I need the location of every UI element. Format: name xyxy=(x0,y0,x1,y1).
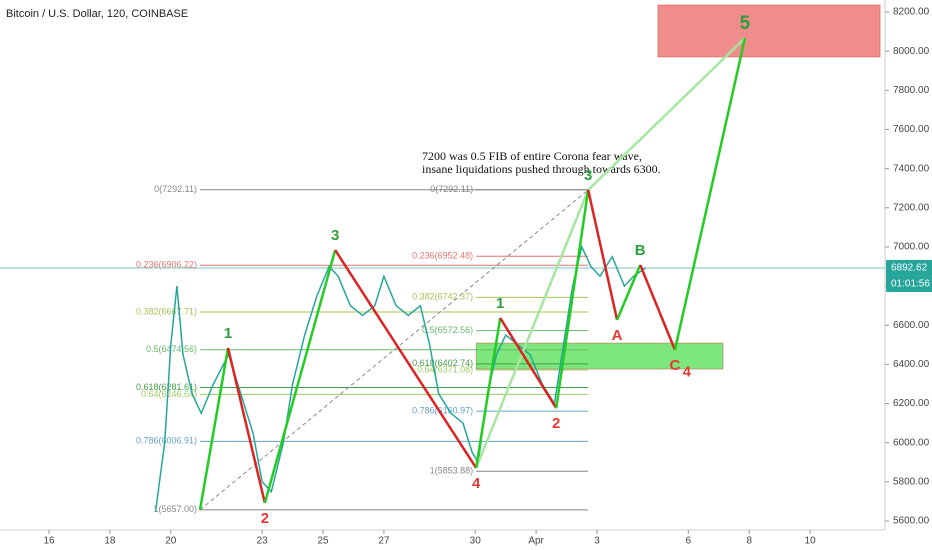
wave-line xyxy=(474,317,502,469)
zone xyxy=(657,4,881,58)
wave-label: 1 xyxy=(224,325,232,342)
wave-label: C xyxy=(670,357,681,374)
fib-label: 0.236(6906.22) xyxy=(136,260,197,270)
countdown-label: 01:01:56 xyxy=(891,279,930,290)
x-tick-label: 16 xyxy=(43,536,55,547)
price-tag xyxy=(886,259,932,276)
wave-label: B xyxy=(635,242,646,259)
y-tick-label: 7800.00 xyxy=(893,85,930,96)
x-tick-label: 18 xyxy=(104,536,116,547)
wave-label: 2 xyxy=(552,415,560,432)
y-tick-label: 5600.00 xyxy=(893,516,930,527)
y-tick-label: 7400.00 xyxy=(893,163,930,174)
fib-label: 0(7292.11) xyxy=(154,184,197,194)
fib-label: 0.382(6742.37) xyxy=(412,292,473,302)
x-tick-label: 6 xyxy=(686,536,692,547)
x-tick-label: 8 xyxy=(746,536,752,547)
wave-line xyxy=(263,249,337,504)
x-tick-label: 3 xyxy=(594,536,600,547)
y-tick-label: 6400.00 xyxy=(893,359,930,370)
y-tick-label: 8000.00 xyxy=(893,46,930,57)
wave-line xyxy=(587,37,746,191)
wave-line xyxy=(673,37,747,351)
x-tick-label: 25 xyxy=(317,536,329,547)
chart-title: Bitcoin / U.S. Dollar, 120, COINBASE xyxy=(6,8,188,20)
wave-line xyxy=(554,189,590,409)
annotation: insane liquidations pushed through towar… xyxy=(422,162,661,176)
wave-line xyxy=(474,189,590,469)
price-tag-label: 6892.62 xyxy=(891,263,928,274)
annotation: 7200 was 0.5 FIB of entire Corona fear w… xyxy=(422,149,642,163)
wave-line xyxy=(334,249,478,469)
fib-label: 0.64(6246.64) xyxy=(141,389,197,399)
fib-label: 0.786(6160.97) xyxy=(412,406,473,416)
fib-label: 0.5(6572.56) xyxy=(422,325,473,335)
y-tick-label: 5800.00 xyxy=(893,476,930,487)
wave-label: 3 xyxy=(331,227,339,244)
x-tick-label: 23 xyxy=(257,536,269,547)
fib-label: 0.5(6474.56) xyxy=(146,344,197,354)
wave-line xyxy=(226,347,267,504)
fib-label: 0.236(6952.48) xyxy=(412,251,473,261)
x-tick-label: 30 xyxy=(470,536,482,547)
wave-label: 3 xyxy=(584,167,592,184)
y-tick-label: 7200.00 xyxy=(893,202,930,213)
wave-label: 5 xyxy=(740,13,751,34)
wave-line xyxy=(198,347,230,511)
y-tick-label: 8200.00 xyxy=(893,7,930,18)
y-tick-label: 6600.00 xyxy=(893,320,930,331)
wave-line xyxy=(499,317,558,409)
y-tick-label: 7600.00 xyxy=(893,124,930,135)
y-tick-label: 7000.00 xyxy=(893,242,930,253)
wave-label: 1 xyxy=(496,295,504,312)
wave-line xyxy=(615,264,642,321)
wave-line xyxy=(586,189,619,321)
fib-label: 0.618(6281.61) xyxy=(136,382,197,392)
fib-label: 0(7292.11) xyxy=(430,184,473,194)
fib-label: 0.64(6371.08) xyxy=(417,364,473,374)
wave-label: A xyxy=(612,327,623,344)
wave-label: 2 xyxy=(261,510,269,527)
countdown-tag xyxy=(886,275,932,292)
x-tick-label: 20 xyxy=(165,536,177,547)
x-tick-label: 10 xyxy=(805,536,817,547)
wave-label: 4 xyxy=(472,475,481,492)
fib-label: 0.786(6006.91) xyxy=(136,436,197,446)
fib-label: 1(5853.88) xyxy=(430,466,474,476)
y-tick-label: 6200.00 xyxy=(893,398,930,409)
fib-label: 0.382(6667.71) xyxy=(136,306,197,316)
x-tick-label: Apr xyxy=(528,536,544,547)
wave-label: 4 xyxy=(683,364,692,381)
fib-label: 0.618(6402.74) xyxy=(412,358,473,368)
wave-line xyxy=(639,264,677,351)
x-tick-label: 27 xyxy=(378,536,390,547)
y-tick-label: 6000.00 xyxy=(893,437,930,448)
fib-label: 1(5657.00) xyxy=(153,504,197,514)
